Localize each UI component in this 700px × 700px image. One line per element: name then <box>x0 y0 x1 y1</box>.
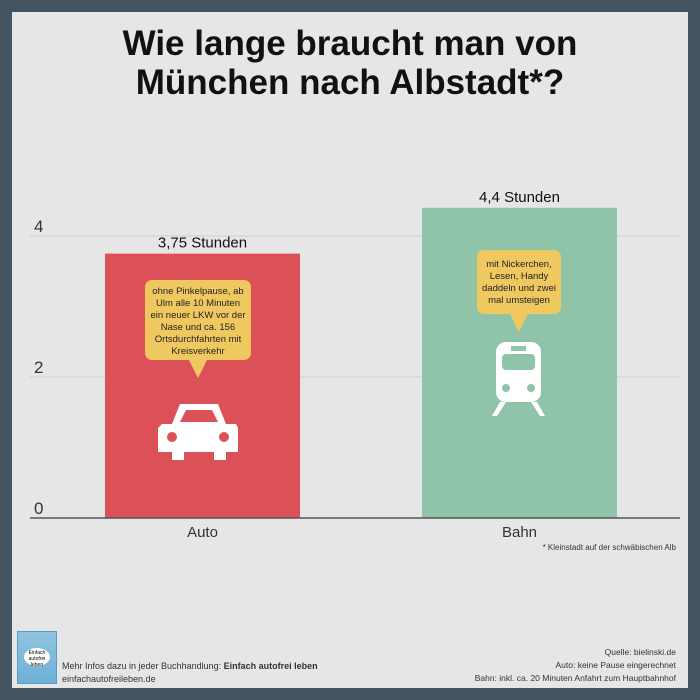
y-tick-label: 0 <box>34 499 43 518</box>
y-tick-label: 4 <box>34 217 43 236</box>
book-cover-title: Einfach autofrei leben <box>24 648 50 668</box>
x-tick-label: Auto <box>187 524 218 541</box>
chart-title: Wie lange braucht man von München nach A… <box>0 24 700 102</box>
auto-note: Auto: keine Pause eingerechnet <box>555 660 676 670</box>
title-line-1: Wie lange braucht man von <box>122 24 578 63</box>
bahn-note: Bahn: inkl. ca. 20 Minuten Anfahrt zum H… <box>474 673 676 683</box>
y-tick-label: 2 <box>34 358 43 377</box>
book-cover: Einfach autofrei leben <box>17 631 57 684</box>
book-title: Einfach autofrei leben <box>223 661 318 671</box>
website-link[interactable]: einfachautofreileben.de <box>62 674 156 684</box>
data-label: 3,75 Stunden <box>158 235 247 252</box>
train-icon <box>492 342 545 416</box>
x-tick-label: Bahn <box>502 524 537 541</box>
more-info-prefix: Mehr Infos dazu in jeder Buchhandlung: <box>62 661 224 671</box>
more-info-text: Mehr Infos dazu in jeder Buchhandlung: E… <box>62 660 318 673</box>
footnote: * Kleinstadt auf der schwäbischen Alb <box>542 543 676 552</box>
annotation-auto: ohne Pinkelpause, ab Ulm alle 10 Minuten… <box>145 280 251 378</box>
source-note: Quelle: bielinski.de <box>604 647 676 657</box>
car-icon <box>158 404 238 460</box>
data-label: 4,4 Stunden <box>479 189 560 206</box>
title-line-2: München nach Albstadt*? <box>135 63 565 102</box>
annotation-bahn: mit Nickerchen, Lesen, Handy daddeln und… <box>477 250 561 332</box>
footer-notes: Quelle: bielinski.de Auto: keine Pause e… <box>475 646 676 685</box>
